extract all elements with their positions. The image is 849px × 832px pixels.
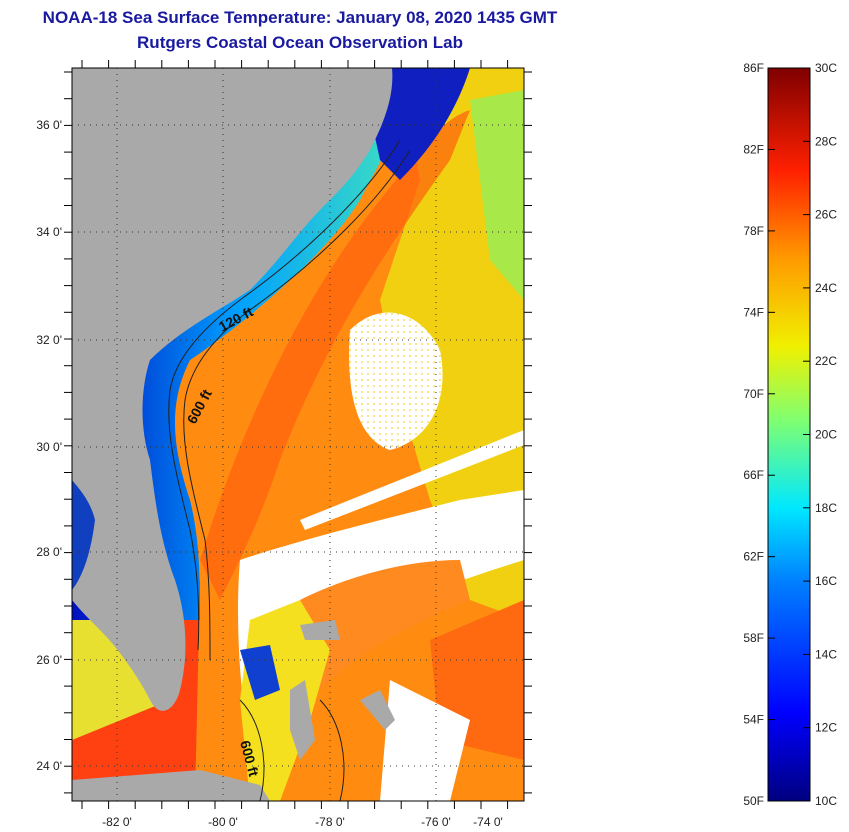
andros-island [290,680,315,760]
colorbar-c-label: 16C [815,574,837,588]
cuba-coast [72,770,270,801]
colorbar-c-label: 26C [815,208,837,222]
colorbar-c-label: 24C [815,281,837,295]
gulf-stream-band [200,110,470,600]
colorbar-f-label: 78F [743,224,764,238]
map-ticks [64,60,532,809]
colorbar-c-label: 22C [815,354,837,368]
grand-bahama-island [300,620,340,640]
colorbar-c-label: 20C [815,428,837,442]
longitude-label: -76 0' [421,815,451,829]
colorbar-f-label: 70F [743,387,764,401]
colorbar-c-label: 14C [815,647,837,661]
colorbar-c-label: 30C [815,61,837,75]
cloud-patch-southeast [380,680,470,801]
longitude-label: -74 0' [473,815,503,829]
longitude-labels: -82 0' -80 0' -78 0' -76 0' -74 0' [102,815,503,829]
colorbar-celsius-labels: 30C 28C 26C 24C 22C 20C 18C 16C 14C 12C 10C [803,61,837,808]
offshore-green-water [470,90,524,300]
colorbar-f-label: 82F [743,142,764,156]
longitude-label: -82 0' [102,815,132,829]
latitude-labels: 36 0' 34 0' 32 0' 30 0' 28 0' 26 0' 24 0' [36,118,62,773]
cloud-patch [349,312,443,450]
longitude-label: -78 0' [315,815,345,829]
latitude-label: 32 0' [36,333,62,347]
colorbar-f-label: 66F [743,468,764,482]
colorbar-f-label: 62F [743,550,764,564]
colorbar-f-label: 86F [743,61,764,75]
map-subtitle: Rutgers Coastal Ocean Observation Lab [137,33,463,52]
colorbar-c-label: 12C [815,721,837,735]
gulf-coast-water [72,480,95,590]
latitude-label: 26 0' [36,653,62,667]
map-area [72,68,524,801]
latitude-label: 24 0' [36,759,62,773]
colorbar-c-label: 28C [815,134,837,148]
bank-contours [239,699,345,801]
colorbar-f-label: 58F [743,631,764,645]
latitude-label: 30 0' [36,440,62,454]
eleuthera-island [360,690,395,730]
latitude-label: 36 0' [36,118,62,132]
colorbar-c-label: 10C [815,794,837,808]
map-gridlines [72,68,524,801]
colorbar-f-label: 50F [743,794,764,808]
latitude-label: 28 0' [36,545,62,559]
longitude-label: -80 0' [208,815,238,829]
colorbar-c-label: 18C [815,501,837,515]
warm-patch-south [300,560,470,690]
cool-bank-patch [240,645,280,700]
colorbar-fahrenheit-labels: 86F 82F 78F 74F 70F 66F 62F 58F 54F 50F [743,61,775,808]
colorbar-f-label: 54F [743,713,764,727]
cloud-streak [300,430,524,530]
isobath-120ft [168,139,401,651]
isobath-600ft [183,149,411,661]
us-east-coast-land [72,68,393,711]
latitude-label: 34 0' [36,225,62,239]
colorbar-f-label: 74F [743,305,764,319]
map-frame [71,67,525,802]
map-title: NOAA-18 Sea Surface Temperature: January… [42,8,558,27]
